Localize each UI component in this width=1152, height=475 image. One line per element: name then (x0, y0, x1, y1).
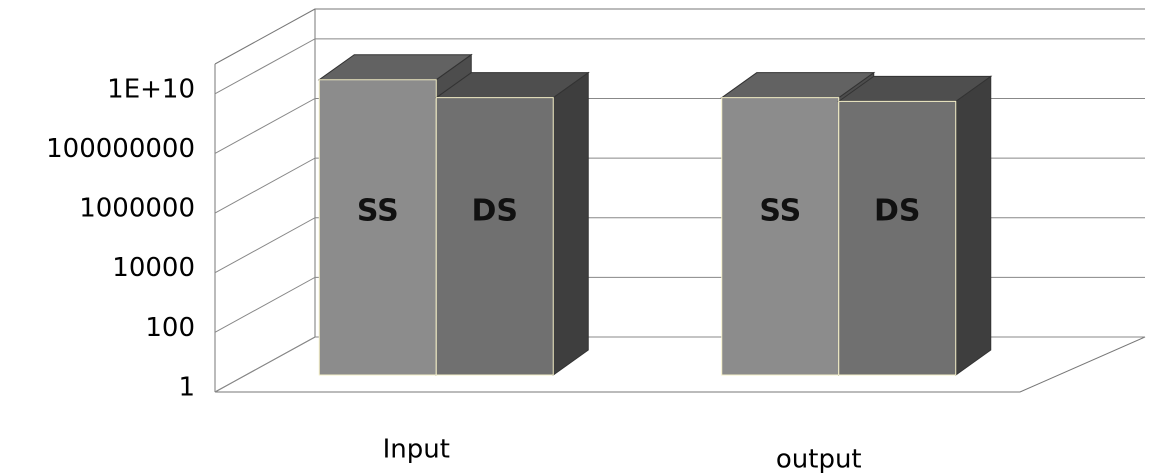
grid-line (214, 38, 1145, 95)
x-tick-label: output (776, 445, 862, 475)
bar-face (838, 100, 957, 376)
y-tick-label: 1000000 (79, 194, 195, 224)
bar-label: DS (471, 194, 518, 229)
y-tick-label: 10000 (112, 253, 195, 283)
y-tick-label: 1 (178, 373, 195, 403)
bar-label: DS (874, 194, 921, 229)
y-tick-label: 1E+10 (107, 74, 195, 104)
bar-face (435, 97, 554, 376)
y-tick-label: 100 (145, 313, 195, 343)
bar-face (721, 97, 840, 376)
x-tick-label: Input (383, 435, 450, 465)
bar-label: SS (759, 194, 801, 229)
y-tick-label: 100000000 (46, 134, 195, 164)
bar-face (552, 71, 589, 376)
bar-label: SS (357, 194, 399, 229)
bar-face (955, 75, 992, 376)
bar (837, 75, 993, 376)
y-axis (214, 8, 316, 65)
bar (434, 71, 590, 376)
